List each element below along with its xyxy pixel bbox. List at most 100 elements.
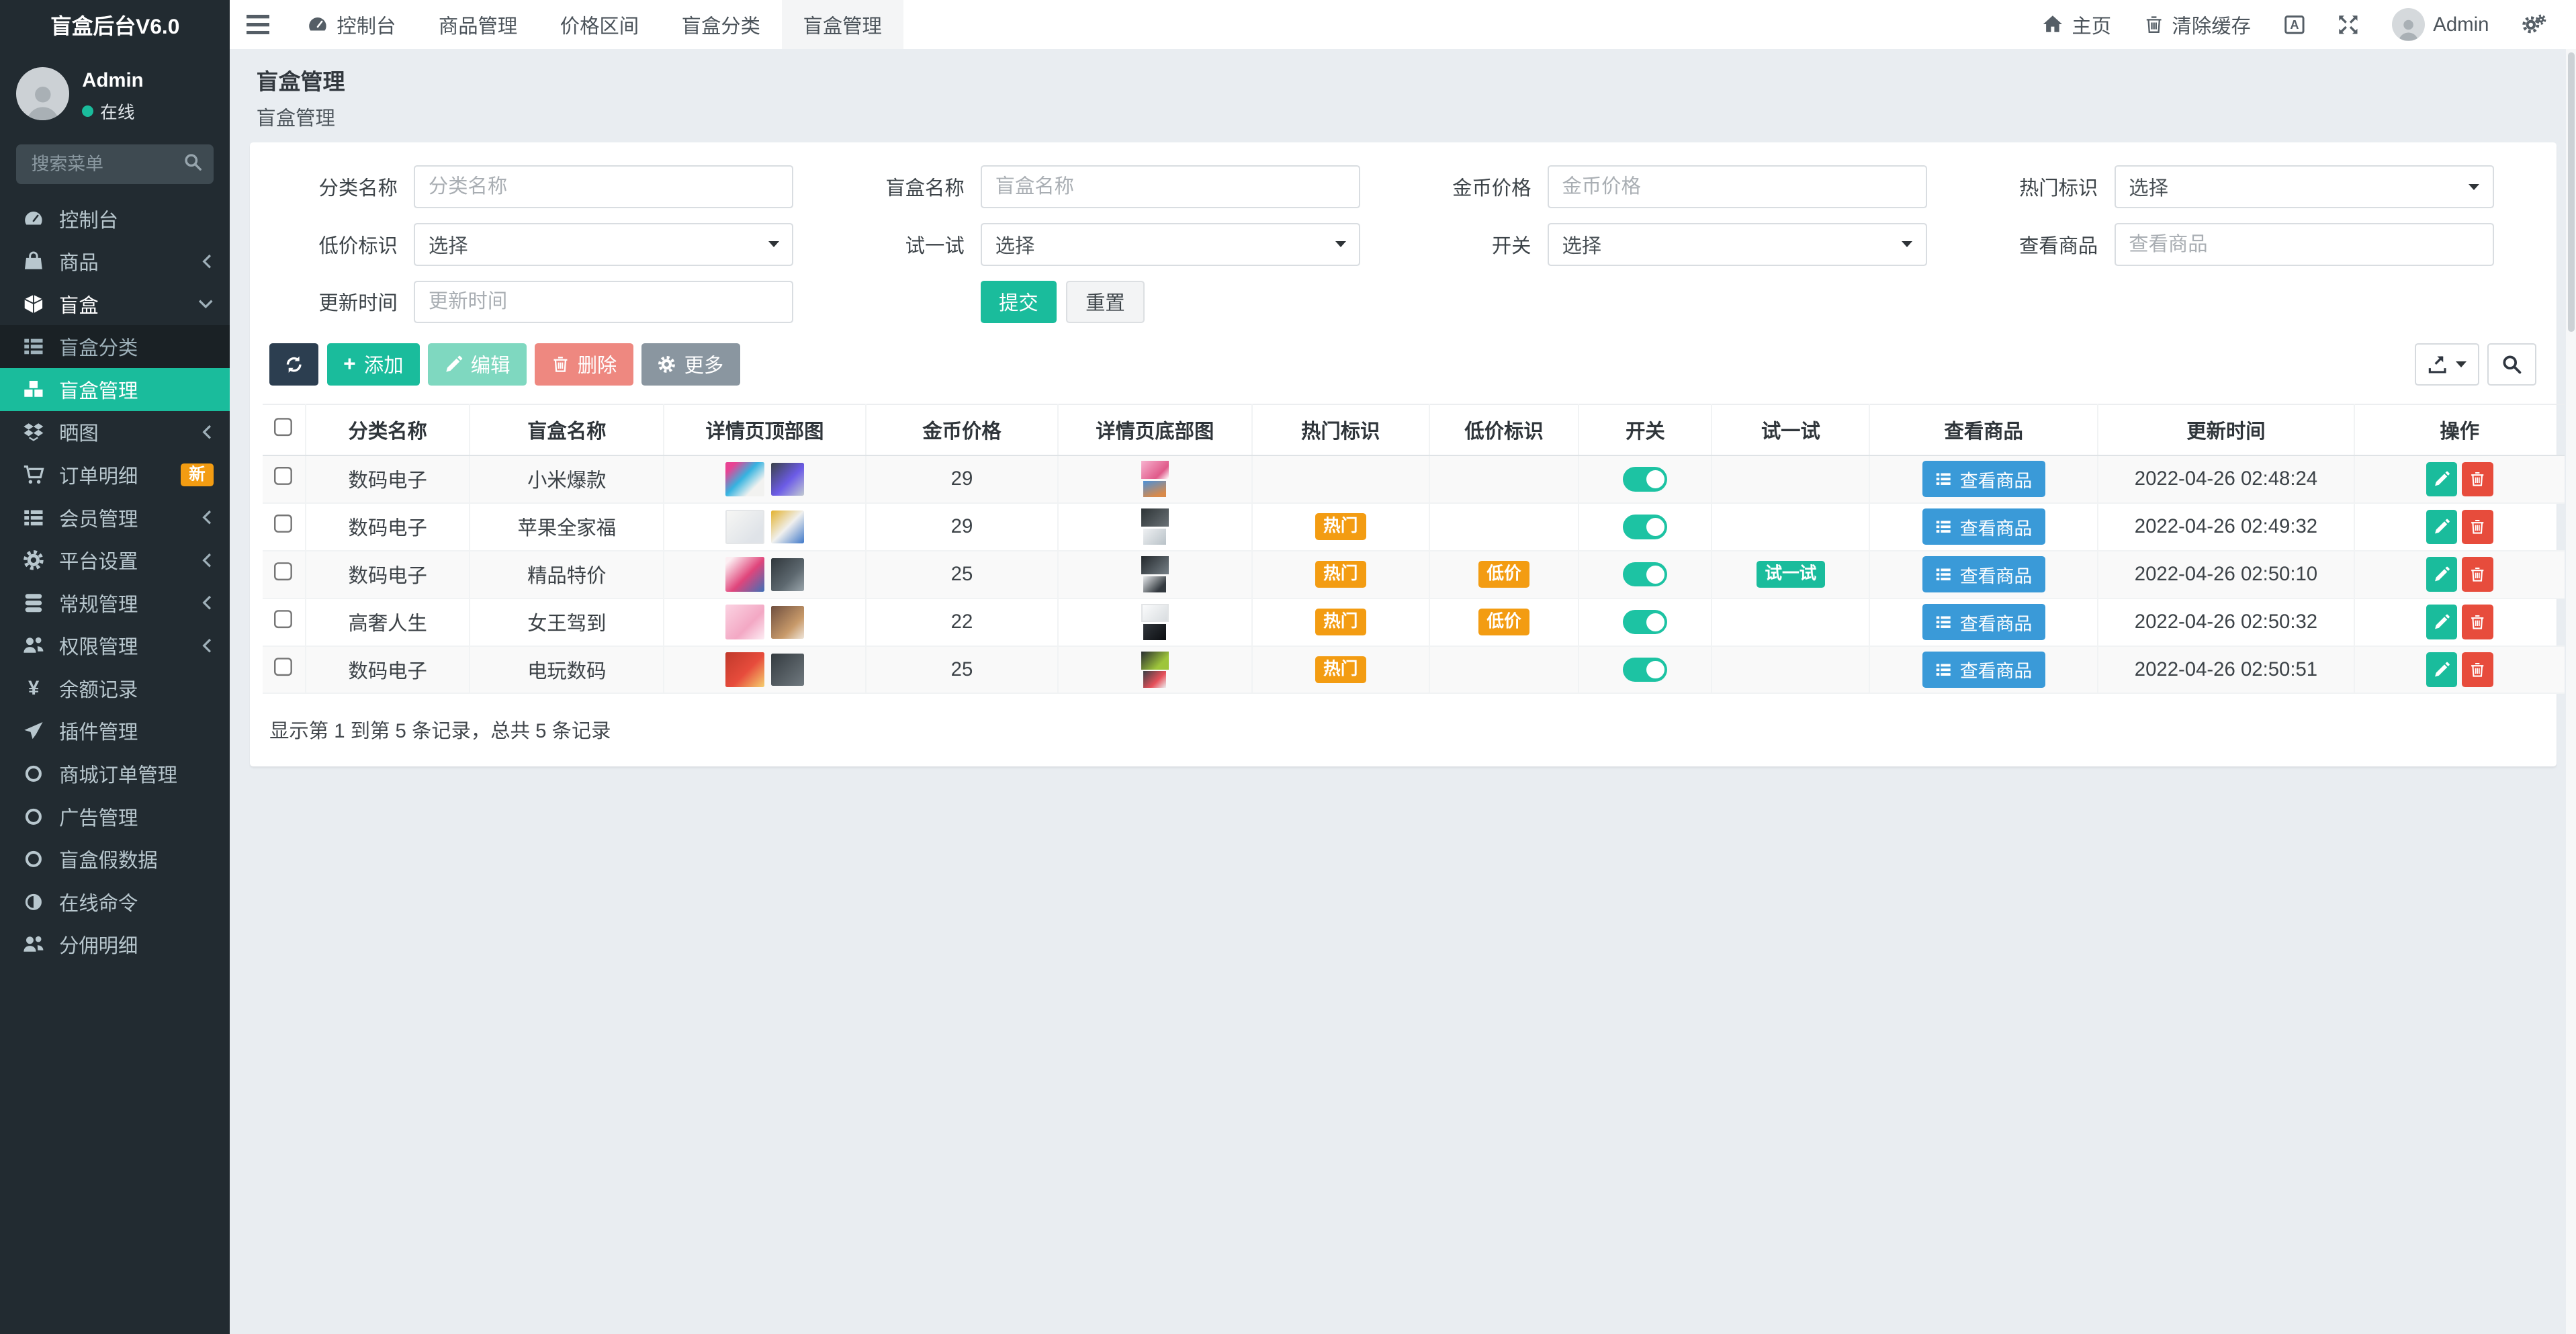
sidebar-item-members[interactable]: 会员管理 — [0, 496, 230, 539]
switch-select[interactable]: 选择 — [1547, 223, 1927, 266]
sidebar-item-console[interactable]: 控制台 — [0, 197, 230, 240]
sidebar-item-ads[interactable]: 广告管理 — [0, 795, 230, 838]
hot-flag-select[interactable]: 选择 — [2114, 165, 2494, 209]
view-goods-button[interactable]: 查看商品 — [1922, 508, 2045, 545]
sidebar-item-permissions[interactable]: 权限管理 — [0, 625, 230, 668]
column-search-button[interactable] — [2487, 343, 2537, 386]
category-name-input[interactable] — [414, 165, 794, 209]
col-try: 试一试 — [1712, 404, 1871, 456]
row-checkbox[interactable] — [273, 514, 294, 534]
tab-goods-manage[interactable]: 商品管理 — [417, 0, 539, 49]
table-row: 高奢人生 女王驾到 22 热门 低价 查看商品 2022-04-26 02:50… — [263, 598, 2565, 647]
sidebar-item-label: 控制台 — [59, 209, 118, 232]
low-price-badge: 低价 — [1478, 560, 1529, 588]
view-goods-label: 查看商品 — [1959, 661, 2033, 682]
row-checkbox[interactable] — [273, 466, 294, 486]
edit-label: 编辑 — [470, 355, 510, 377]
view-goods-button[interactable]: 查看商品 — [1922, 556, 2045, 593]
row-delete-button[interactable] — [2462, 652, 2493, 687]
new-badge: 新 — [181, 463, 214, 487]
row-checkbox[interactable] — [273, 657, 294, 677]
refresh-button[interactable] — [269, 343, 319, 386]
coin-price-input[interactable] — [1547, 165, 1927, 209]
sidebar-item-goods[interactable]: 商品 — [0, 240, 230, 283]
row-delete-button[interactable] — [2462, 605, 2493, 639]
circle-icon — [21, 848, 46, 870]
cube-icon — [21, 294, 46, 315]
sidebar-item-photos[interactable]: 晒图 — [0, 411, 230, 454]
tab-price-range[interactable]: 价格区间 — [539, 0, 660, 49]
user-menu[interactable]: Admin — [2376, 0, 2505, 49]
view-goods-button[interactable]: 查看商品 — [1922, 604, 2045, 640]
scrollbar[interactable] — [2566, 49, 2576, 1334]
top-product-images — [668, 509, 862, 544]
select-value: 选择 — [428, 234, 468, 257]
row-delete-button[interactable] — [2462, 509, 2493, 544]
record-summary: 显示第 1 到第 5 条记录，总共 5 条记录 — [269, 720, 611, 743]
sidebar-item-label: 商品 — [59, 252, 99, 275]
username-label: Admin — [2433, 13, 2489, 36]
table-row: 数码电子 精品特价 25 热门 低价 试一试 查看商品 2022-04-26 0… — [263, 550, 2565, 599]
row-edit-button[interactable] — [2426, 605, 2458, 639]
sidebar-item-general[interactable]: 常规管理 — [0, 582, 230, 625]
sidebar-item-label: 广告管理 — [59, 807, 138, 830]
view-goods-button[interactable]: 查看商品 — [1922, 652, 2045, 688]
database-icon — [21, 592, 46, 614]
sidebar-item-fake-data[interactable]: 盲盒假数据 — [0, 838, 230, 881]
top-product-images — [668, 652, 862, 687]
table-row: 数码电子 小米爆款 29 查看商品 2022-04-26 02:48:24 — [263, 455, 2565, 504]
page-header: 盲盒管理 盲盒管理 — [230, 49, 2576, 142]
row-checkbox[interactable] — [273, 609, 294, 629]
sidebar-item-mall-orders[interactable]: 商城订单管理 — [0, 752, 230, 795]
update-time-input[interactable] — [414, 280, 794, 324]
row-edit-button[interactable] — [2426, 652, 2458, 687]
sidebar-search-input[interactable] — [16, 144, 214, 185]
switch-toggle[interactable] — [1623, 562, 1668, 587]
row-edit-button[interactable] — [2426, 509, 2458, 544]
row-delete-button[interactable] — [2462, 461, 2493, 496]
language-button[interactable]: A — [2267, 0, 2321, 49]
tab-label: 价格区间 — [560, 15, 639, 38]
sidebar-item-order-detail[interactable]: 订单明细 新 — [0, 453, 230, 496]
sidebar-item-blindbox-category[interactable]: 盲盒分类 — [0, 325, 230, 369]
view-goods-button[interactable]: 查看商品 — [1922, 461, 2045, 498]
view-goods-input[interactable] — [2114, 223, 2494, 266]
chevron-left-icon — [200, 637, 214, 654]
row-checkbox[interactable] — [273, 562, 294, 582]
sidebar-item-commission[interactable]: 分佣明细 — [0, 924, 230, 967]
sidebar-item-online-commands[interactable]: 在线命令 — [0, 881, 230, 924]
cell-coin-price: 29 — [865, 502, 1059, 551]
sidebar-item-platform-settings[interactable]: 平台设置 — [0, 539, 230, 582]
sidebar-item-balance[interactable]: ¥ 余额记录 — [0, 667, 230, 710]
box-name-input[interactable] — [981, 165, 1361, 209]
fullscreen-button[interactable] — [2321, 0, 2376, 49]
sidebar-item-plugins[interactable]: 插件管理 — [0, 710, 230, 753]
tab-blindbox-manage[interactable]: 盲盒管理 — [781, 0, 903, 50]
select-all-checkbox[interactable] — [273, 417, 294, 437]
row-edit-button[interactable] — [2426, 557, 2458, 592]
settings-button[interactable] — [2505, 0, 2563, 49]
try-select[interactable]: 选择 — [981, 223, 1361, 266]
reset-button[interactable]: 重置 — [1066, 280, 1145, 324]
row-edit-button[interactable] — [2426, 461, 2458, 496]
tab-console[interactable]: 控制台 — [286, 0, 418, 49]
switch-toggle[interactable] — [1623, 466, 1668, 492]
switch-toggle[interactable] — [1623, 657, 1668, 682]
delete-button[interactable]: 删除 — [535, 343, 633, 386]
cell-coin-price: 22 — [865, 598, 1059, 647]
sidebar-toggle-button[interactable] — [230, 0, 285, 49]
home-link[interactable]: 主页 — [2026, 0, 2128, 49]
more-button[interactable]: 更多 — [641, 343, 740, 386]
row-delete-button[interactable] — [2462, 557, 2493, 592]
export-button[interactable] — [2414, 343, 2479, 386]
switch-toggle[interactable] — [1623, 514, 1668, 539]
switch-toggle[interactable] — [1623, 609, 1668, 635]
clear-cache-button[interactable]: 清除缓存 — [2128, 0, 2268, 49]
low-price-flag-select[interactable]: 选择 — [414, 223, 794, 266]
add-button[interactable]: + 添加 — [326, 343, 420, 386]
submit-button[interactable]: 提交 — [981, 280, 1057, 324]
tab-blindbox-category[interactable]: 盲盒分类 — [660, 0, 782, 49]
edit-button[interactable]: 编辑 — [428, 343, 527, 386]
sidebar-item-blindbox-manage[interactable]: 盲盒管理 — [0, 368, 230, 411]
sidebar-item-blindbox[interactable]: 盲盒 — [0, 283, 230, 326]
